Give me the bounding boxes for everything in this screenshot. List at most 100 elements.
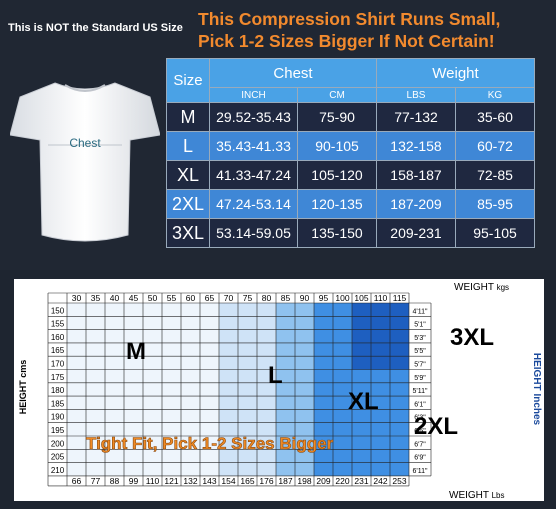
kg-tick-label: 40 [110,293,120,303]
lbs-tick-label: 176 [259,476,273,486]
size-cell: 3XL [166,218,210,248]
kg-tick-label: 45 [129,293,139,303]
cm-cell: 90-105 [297,131,377,161]
inch-tick-label: 5'11" [413,388,428,395]
lbs-tick-label: 143 [202,476,216,486]
shirt-image: Chest [10,82,160,242]
kg-tick-label: 80 [262,293,272,303]
kg-tick-label: 55 [167,293,177,303]
inch-cell: 41.33-47.24 [209,160,298,190]
height-inches-label: HEIGHT Inches [531,353,542,426]
size-row-3xl: 3XL 53.14-59.05 135-150 209-231 95-105 [166,218,535,248]
lbs-tick-label: 154 [221,476,235,486]
kg-tick-label: 100 [335,293,349,303]
zone-xl-label: XL [348,388,379,415]
inch-tick-label: 6'1" [414,401,426,408]
lbs-tick-label: 88 [110,476,120,486]
cm-cell: 105-120 [297,160,377,190]
kg-cell: 85-95 [455,189,535,219]
top-panel: This is NOT the Standard US Size This Co… [8,8,535,248]
lbs-tick-label: 110 [146,476,160,486]
cm-cell: 135-150 [297,218,377,248]
kg-tick-label: 95 [319,293,329,303]
kg-tick-label: 110 [374,293,388,303]
weight-kgs-label: WEIGHT kgs [454,282,509,293]
inch-tick-label: 6'7" [414,441,426,448]
inch-tick-label: 6'11" [413,468,428,475]
height-cms-label: HEIGHT cms [18,360,28,415]
kg-cell: 95-105 [455,218,535,248]
lbs-tick-label: 99 [129,476,139,486]
lbs-cell: 187-209 [376,189,456,219]
inch-cell: 53.14-59.05 [209,218,298,248]
cm-tick-label: 205 [51,453,65,462]
unit-lbs: LBS [376,87,456,103]
kg-tick-label: 115 [393,293,407,303]
lbs-tick-label: 77 [91,476,101,486]
size-table: Size Chest Weight INCH CM LBS KG M 29.52… [166,58,535,248]
lbs-tick-label: 242 [373,476,387,486]
chest-header: Chest [209,58,377,88]
headline-line1: This Compression Shirt Runs Small, [198,9,501,29]
lbs-tick-label: 253 [392,476,406,486]
cm-cell: 75-90 [297,102,377,132]
lbs-tick-label: 165 [240,476,254,486]
cm-tick-label: 190 [51,413,65,422]
size-row-l: L 35.43-41.33 90-105 132-158 60-72 [166,131,535,161]
size-header: Size [166,58,210,103]
axis-labels: 30 35 40 45 50 55 60 65 70 75 80 85 90 95 100 105 110 115… [51,293,428,486]
size-cell: M [166,102,210,132]
lbs-tick-label: 209 [316,476,330,486]
headline: This Compression Shirt Runs Small, Pick … [198,8,500,52]
cm-cell: 120-135 [297,189,377,219]
kg-tick-label: 90 [300,293,310,303]
kg-tick-label: 85 [281,293,291,303]
kg-tick-label: 70 [224,293,234,303]
shirt-chest-label: Chest [69,136,101,150]
size-cell: XL [166,160,210,190]
kg-tick-label: 35 [91,293,101,303]
lbs-tick-label: 198 [297,476,311,486]
grid-lines [47,292,432,487]
cm-tick-label: 150 [51,306,65,315]
unit-cm: CM [297,87,377,103]
not-standard-note: This is NOT the Standard US Size [8,22,183,34]
inch-tick-label: 6'5" [414,428,426,435]
cm-tick-label: 170 [51,360,65,369]
kg-tick-label: 105 [354,293,368,303]
weight-lbs-label: WEIGHT Lbs [449,490,505,501]
headline-line2: Pick 1-2 Sizes Bigger If Not Certain! [198,31,495,51]
kg-tick-label: 75 [243,293,253,303]
kg-tick-label: 30 [72,293,82,303]
inch-tick-label: 5'1" [414,322,426,329]
kg-tick-label: 65 [205,293,215,303]
cm-tick-label: 165 [51,346,65,355]
cm-tick-label: 195 [51,426,65,435]
lbs-tick-label: 231 [354,476,368,486]
zone-3xl [352,303,409,370]
inch-tick-label: 5'7" [414,362,426,369]
lbs-tick-label: 187 [278,476,292,486]
lbs-cell: 209-231 [376,218,456,248]
inch-cell: 29.52-35.43 [209,102,298,132]
kg-tick-label: 50 [148,293,158,303]
lbs-tick-label: 121 [164,476,178,486]
inch-tick-label: 6'9" [414,455,426,462]
inch-cell: 47.24-53.14 [209,189,298,219]
size-grid-svg: 30 35 40 45 50 55 60 65 70 75 80 85 90 95 100 105 110 115… [18,282,542,501]
lbs-cell: 158-187 [376,160,456,190]
lbs-tick-label: 132 [183,476,197,486]
inch-tick-label: 5'9" [414,375,426,382]
unit-inch: INCH [209,87,298,103]
weight-header: Weight [376,58,535,88]
cm-tick-label: 160 [51,333,65,342]
inch-tick-label: 6'3" [414,415,426,422]
cm-tick-label: 175 [51,373,65,382]
lbs-tick-label: 220 [335,476,349,486]
lbs-tick-label: 66 [72,476,82,486]
zone-2xl-label: 2XL [414,413,458,440]
cm-tick-label: 155 [51,320,65,329]
lbs-cell: 77-132 [376,102,456,132]
inch-cell: 35.43-41.33 [209,131,298,161]
size-grid-chart: 30 35 40 45 50 55 60 65 70 75 80 85 90 95 100 105 110 115… [14,279,544,501]
